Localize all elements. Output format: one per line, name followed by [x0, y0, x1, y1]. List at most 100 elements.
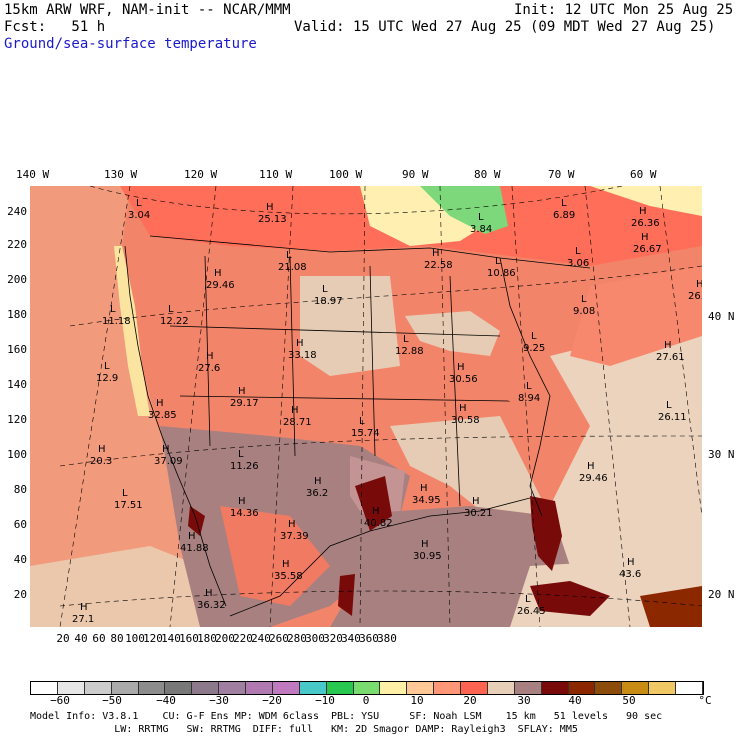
high-marker: H	[696, 279, 702, 290]
high-marker: H	[206, 351, 214, 362]
colorbar-swatch	[649, 682, 676, 694]
model-title: 15km ARW WRF, NAM-init -- NCAR/MMM	[4, 2, 291, 18]
colorbar-label: 10	[410, 694, 424, 707]
temperature-value: 36.2	[306, 488, 328, 499]
high-marker: H	[162, 444, 170, 455]
colorbar-swatch	[622, 682, 650, 694]
temperature-value: 26.36	[631, 218, 660, 229]
high-marker: H	[205, 588, 213, 599]
colorbar-swatch	[353, 682, 381, 694]
colorbar-swatch	[676, 682, 703, 694]
grid-tick-x: 160	[179, 632, 199, 645]
grid-tick-x: 360	[359, 632, 379, 645]
temperature-value: 6.89	[553, 210, 575, 221]
colorbar-swatch	[299, 682, 327, 694]
colorbar-label: −60	[50, 694, 70, 707]
temperature-value: 18.97	[314, 296, 343, 307]
high-marker: H	[420, 483, 428, 494]
temperature-value: 35.58	[274, 571, 303, 582]
temperature-value: 30.95	[413, 551, 442, 562]
high-marker: H	[627, 557, 635, 568]
high-marker: H	[432, 248, 440, 259]
temperature-value: 9.08	[573, 306, 595, 317]
temperature-value: 43.6	[619, 569, 641, 580]
high-marker: H	[98, 444, 106, 455]
low-marker: L	[575, 246, 581, 257]
high-marker: H	[472, 496, 480, 507]
temperature-value: 8.94	[518, 393, 540, 404]
valid-time: Valid: 15 UTC Wed 27 Aug 25 (09 MDT Wed …	[294, 19, 716, 35]
temperature-value: 30.58	[451, 415, 480, 426]
grid-tick-x: 320	[323, 632, 343, 645]
low-marker: L	[122, 488, 128, 499]
colorbar-swatch	[31, 682, 58, 694]
colorbar-unit: °C	[698, 694, 712, 707]
low-marker: L	[495, 256, 501, 267]
lat-label: 30 N	[708, 448, 735, 461]
temperature-value: 26.11	[658, 412, 687, 423]
low-marker: L	[561, 198, 567, 209]
lon-label: 60 W	[630, 168, 657, 181]
high-marker: H	[314, 476, 322, 487]
colorbar-swatch	[568, 682, 596, 694]
temperature-value: 20.3	[90, 456, 112, 467]
grid-tick-y: 60	[13, 518, 27, 531]
colorbar-label: −10	[315, 694, 335, 707]
grid-tick-x: 260	[269, 632, 289, 645]
temperature-value: 32.85	[148, 410, 177, 421]
model-info: Model Info: V3.8.1 CU: G-F Ens MP: WDM 6…	[30, 711, 663, 722]
low-marker: L	[666, 400, 672, 411]
grid-tick-x: 120	[143, 632, 163, 645]
grid-tick-x: 100	[125, 632, 145, 645]
temperature-value: 27.61	[656, 352, 685, 363]
grid-tick-x: 340	[341, 632, 361, 645]
temperature-value: 15.74	[351, 428, 380, 439]
temperature-value: 30.56	[449, 374, 478, 385]
high-marker: H	[296, 338, 304, 349]
grid-tick-x: 220	[233, 632, 253, 645]
colorbar-label: −40	[156, 694, 176, 707]
high-marker: H	[156, 398, 164, 409]
low-marker: L	[104, 361, 110, 372]
temperature-value: 25.13	[258, 214, 287, 225]
colorbar-swatch	[514, 682, 542, 694]
lat-label: 40 N	[708, 310, 735, 323]
high-marker: H	[641, 232, 649, 243]
temperature-value: 27.6	[198, 363, 220, 374]
grid-tick-y: 180	[7, 308, 27, 321]
grid-tick-y: 200	[7, 273, 27, 286]
high-marker: H	[214, 268, 222, 279]
grid-tick-y: 240	[7, 205, 27, 218]
colorbar-swatch	[326, 682, 354, 694]
temperature-value: 11.18	[102, 316, 131, 327]
colorbar-swatch	[380, 682, 408, 694]
colorbar-label: 0	[362, 694, 370, 707]
high-marker: H	[372, 506, 380, 517]
temperature-value: 29.46	[579, 473, 608, 484]
colorbar-swatch	[272, 682, 300, 694]
grid-tick-y: 80	[13, 483, 27, 496]
lat-label: 20 N	[708, 588, 735, 601]
temperature-value: 37.39	[280, 531, 309, 542]
colorbar-swatch	[57, 682, 85, 694]
temperature-value: 26.72	[688, 291, 702, 302]
low-marker: L	[322, 284, 328, 295]
grid-tick-y: 220	[7, 238, 27, 251]
temperature-value: 26.45	[517, 606, 546, 617]
high-marker: H	[664, 340, 672, 351]
low-marker: L	[110, 304, 116, 315]
low-marker: L	[531, 331, 537, 342]
lon-label: 140 W	[16, 168, 50, 181]
grid-tick-x: 200	[215, 632, 235, 645]
temperature-value: 3.06	[567, 258, 589, 269]
forecast-hour: Fcst: 51 h	[4, 19, 106, 35]
colorbar	[30, 681, 704, 695]
high-marker: H	[291, 405, 299, 416]
colorbar-swatch	[434, 682, 461, 694]
grid-tick-x: 140	[161, 632, 181, 645]
temperature-value: 17.51	[114, 500, 143, 511]
grid-tick-x: 40	[74, 632, 88, 645]
lon-label: 130 W	[104, 168, 138, 181]
colorbar-swatch	[219, 682, 246, 694]
low-marker: L	[136, 198, 142, 209]
